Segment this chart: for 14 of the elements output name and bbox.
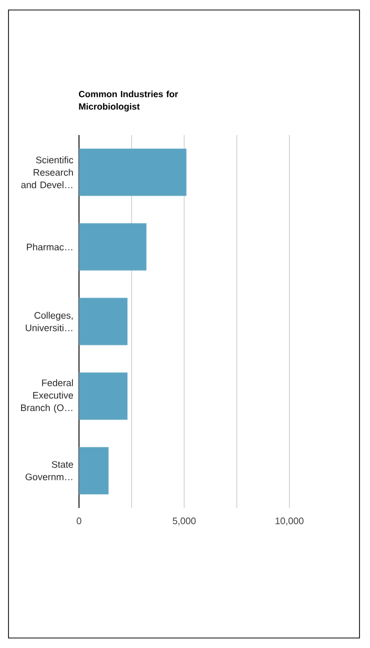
bar: [79, 447, 109, 494]
x-tick-label: 10,000: [276, 518, 304, 526]
x-tick-label: 5,000: [172, 518, 196, 526]
bar: [79, 298, 128, 346]
y-tick-label: Colleges, Universiti…: [26, 312, 73, 332]
y-tick-label: State Governm…: [26, 461, 74, 480]
bar: [79, 148, 187, 196]
y-tick-label: Federal Executive Branch (O…: [21, 379, 74, 413]
x-tick-label: 0: [76, 518, 82, 524]
y-tick-label: Scientific Research and Devel…: [21, 156, 74, 188]
y-tick-label: Pharmac…: [26, 243, 72, 250]
chart-title: Common Industries for Microbiologist: [78, 90, 178, 112]
bar: [79, 372, 128, 420]
bar: [79, 223, 147, 271]
